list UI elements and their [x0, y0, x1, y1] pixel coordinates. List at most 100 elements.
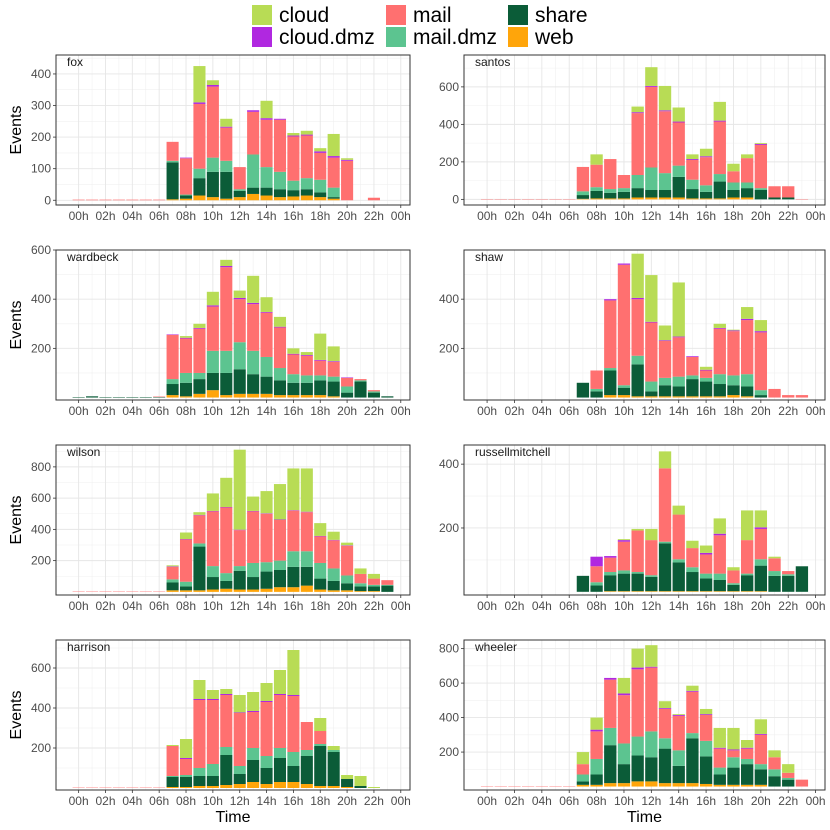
bar-cloud.dmz-h12	[645, 666, 658, 668]
bar-cloud-h16	[287, 650, 300, 695]
bar-share-h14	[672, 176, 685, 198]
bar-mail.dmz-h11	[631, 736, 644, 756]
bar-mail.dmz-h13	[658, 377, 672, 386]
panel-russellmitchell: 00h 02h 04h 06h 08h 10h 12h 14h 16h 18h 20h 22h 00h 2…	[439, 444, 826, 613]
bar-cloud-h7	[166, 745, 179, 746]
bar-mail-h22	[782, 395, 795, 398]
bar-mail-h13	[247, 511, 260, 563]
bar-share-h23	[381, 396, 394, 398]
bar-cloud-h13	[658, 85, 672, 111]
bar-mail-h18	[314, 360, 327, 376]
x-tick-label: 08h	[587, 599, 607, 613]
bar-web-h19	[327, 786, 340, 788]
panel-border	[463, 639, 826, 791]
panel-border	[55, 444, 411, 596]
bar-cloud.dmz-h13	[247, 302, 260, 305]
bar-mail.dmz-h8	[179, 581, 193, 587]
bar-mail.dmz-h11	[631, 355, 644, 365]
bar-mail-h20	[754, 734, 768, 765]
bar-cloud.dmz-h20	[754, 144, 768, 145]
bar-web-h13	[247, 193, 260, 201]
bar-web-h18	[314, 786, 327, 788]
bar-share-h19	[740, 386, 754, 397]
bar-cloud-h15	[273, 670, 287, 694]
bar-mail-h14	[260, 312, 273, 357]
bar-cloud.dmz-h8	[590, 729, 603, 732]
bar-mail-h11	[631, 113, 644, 175]
bar-mail-h14	[672, 715, 685, 751]
bar-share-h18	[727, 190, 740, 198]
y-tick-label: 400	[31, 522, 51, 536]
x-tick-label: 02h	[504, 599, 524, 613]
bar-mail-h18	[727, 570, 740, 584]
bar-web-h17	[713, 396, 726, 398]
x-tick-label: 22h	[364, 794, 384, 808]
bar-cloud.dmz-h16	[699, 369, 713, 371]
bar-mail-h20	[341, 545, 354, 576]
bar-share-h7	[166, 777, 179, 787]
bar-mail.dmz-h21	[354, 380, 367, 382]
bar-mail-h18	[314, 536, 327, 563]
bar-cloud-h11	[631, 253, 644, 298]
bar-cloud-h7	[576, 752, 590, 765]
bar-share-h13	[658, 190, 672, 198]
bar-mail.dmz-h17	[300, 551, 313, 567]
x-tick-label: 02h	[504, 209, 524, 223]
bar-mail.dmz-h16	[287, 551, 300, 567]
bar-cloud-h19	[740, 154, 754, 159]
bar-share-h18	[314, 380, 327, 396]
panels: 00h 02h 04h 06h 08h 10h 12h 14h 16h 18h 20h 22h 00h0…	[31, 54, 826, 808]
bar-web-h19	[740, 784, 754, 787]
bar-share-h11	[220, 580, 233, 589]
x-tick-label: 06h	[149, 599, 169, 613]
bar-mail-h4	[126, 199, 139, 201]
bar-mail.dmz-h14	[260, 356, 273, 377]
bar-cloud.dmz-h20	[341, 159, 354, 161]
bar-cloud-h15	[686, 154, 699, 160]
axis-titles: Events Events Events Events Time Time	[8, 106, 662, 826]
x-tick-label: 08h	[587, 794, 607, 808]
bar-mail-h10	[617, 264, 631, 386]
bar-mail-h12	[645, 86, 658, 168]
bar-mail-h10	[206, 86, 219, 158]
bar-share-h15	[273, 380, 287, 396]
bar-mail.dmz-h8	[590, 758, 603, 775]
x-tick-label: 10h	[614, 599, 634, 613]
bar-share-h20	[754, 769, 768, 785]
bar-cloud.dmz-h11	[220, 265, 233, 268]
bar-mail-h14	[260, 513, 273, 563]
panel-label: russellmitchell	[475, 445, 550, 459]
y-tick-label: 400	[439, 457, 459, 471]
x-tick-label: 14h	[669, 404, 689, 418]
bar-mail.dmz-h19	[740, 573, 754, 576]
panel-wardbeck: 00h 02h 04h 06h 08h 10h 12h 14h 16h 18h 20h 22h 00h 2…	[31, 243, 411, 418]
bar-share-h7	[166, 582, 179, 591]
bar-mail.dmz-h7	[166, 579, 179, 583]
x-tick-label: 14h	[669, 599, 689, 613]
bar-share-h17	[300, 189, 313, 196]
bar-web-h12	[645, 591, 658, 592]
bar-mail.dmz-h10	[206, 566, 219, 578]
bar-mail-h0	[72, 199, 85, 201]
bar-cloud-h19	[740, 307, 754, 319]
bar-mail.dmz-h15	[273, 560, 287, 570]
bar-share-h12	[645, 576, 658, 592]
bar-cloud.dmz-h19	[327, 361, 340, 362]
x-tick-label: 08h	[587, 404, 607, 418]
x-tick-label: 12h	[641, 404, 661, 418]
bar-web-h7	[166, 787, 179, 788]
panel-label: wilson	[66, 445, 100, 459]
bar-mail.dmz-h18	[727, 375, 740, 386]
bar-mail-h16	[287, 354, 300, 375]
bar-mail-h8	[179, 539, 193, 582]
bar-web-h15	[686, 783, 699, 787]
bar-mail.dmz-h10	[617, 743, 631, 765]
bar-mail-h8	[590, 731, 603, 759]
y-tick-label: 0	[44, 193, 51, 207]
bar-cloud.dmz-h18	[727, 330, 740, 332]
bar-share-h17	[300, 756, 313, 784]
bar-cloud-h9	[193, 66, 206, 103]
bar-web-h12	[645, 781, 658, 787]
y-tick-label: 400	[439, 711, 459, 725]
